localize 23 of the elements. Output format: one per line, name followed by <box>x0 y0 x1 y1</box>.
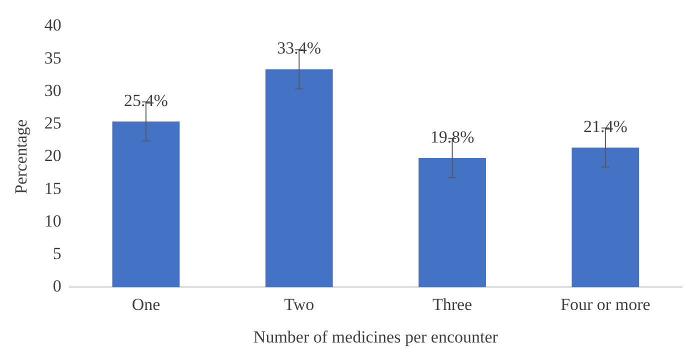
y-tick-label: 20 <box>44 146 62 166</box>
data-label: 21.4% <box>583 116 628 136</box>
y-tick-label: 0 <box>52 276 62 296</box>
x-tick-label: Three <box>432 294 472 314</box>
x-tick-label: Two <box>284 294 314 314</box>
x-tick-label: Four or more <box>560 294 650 314</box>
x-axis-title: Number of medicines per encounter <box>253 327 498 346</box>
x-tick-label: One <box>132 294 160 314</box>
y-tick-label: 10 <box>44 211 62 230</box>
y-tick-label: 15 <box>44 178 62 198</box>
y-tick-label: 25 <box>44 114 62 133</box>
bar <box>112 121 180 288</box>
bar <box>418 158 486 288</box>
data-label: 33.4% <box>277 38 322 58</box>
bar <box>572 148 640 288</box>
data-label: 19.8% <box>430 127 474 146</box>
y-tick-label: 30 <box>44 80 62 100</box>
y-tick-label: 5 <box>52 244 62 264</box>
y-tick-label: 35 <box>44 48 62 68</box>
y-tick-label: 40 <box>44 16 62 35</box>
data-label: 25.4% <box>124 90 168 110</box>
y-axis-title: Percentage <box>12 119 31 194</box>
bar <box>265 69 333 288</box>
